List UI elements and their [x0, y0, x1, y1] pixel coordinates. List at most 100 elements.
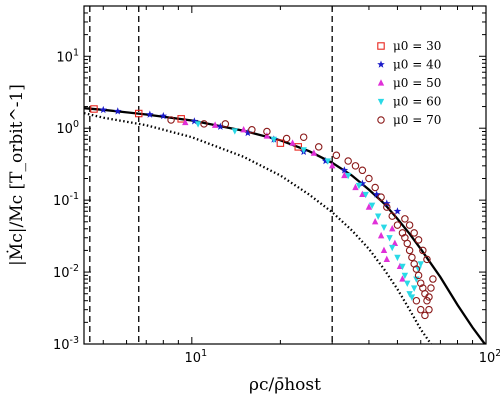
- data-point: [377, 193, 385, 201]
- data-point: [414, 271, 423, 280]
- data-point: [358, 179, 367, 187]
- data-point: [248, 126, 256, 134]
- data-point: [427, 284, 435, 292]
- data-point: [425, 305, 433, 314]
- data-point: [419, 246, 427, 255]
- series-4: [167, 116, 437, 320]
- data-point: [289, 139, 296, 146]
- data-point: [405, 221, 414, 229]
- data-point: [352, 183, 359, 191]
- data-point: [365, 174, 373, 183]
- data-point: [406, 291, 413, 298]
- legend: μ0 = 30 μ0 = 40 μ0 = 50 μ0 = 60 μ0 = 70: [377, 39, 441, 127]
- data-point: [403, 239, 412, 248]
- data-point: [368, 202, 376, 210]
- data-point: [310, 149, 318, 156]
- model-curve-dotted: [84, 111, 432, 344]
- data-point: [394, 254, 401, 262]
- legend-marker: [377, 42, 385, 50]
- data-point: [270, 136, 278, 144]
- data-point: [240, 126, 247, 133]
- data-point: [231, 128, 239, 135]
- data-point: [393, 207, 402, 215]
- data-point: [386, 235, 393, 242]
- data-point: [401, 215, 409, 223]
- data-point: [221, 120, 230, 128]
- legend-marker: [377, 98, 385, 106]
- data-point: [216, 122, 225, 130]
- series-2: [182, 118, 406, 282]
- data-point: [372, 190, 381, 198]
- data-point: [113, 107, 122, 115]
- vertical-lines: [89, 6, 333, 344]
- data-point: [371, 183, 379, 192]
- legend-label: μ0 = 60: [393, 95, 441, 109]
- data-point: [314, 143, 323, 151]
- data-point: [182, 118, 189, 126]
- data-point: [388, 212, 396, 220]
- data-point: [414, 236, 423, 244]
- data-point: [383, 203, 391, 211]
- data-point: [417, 261, 424, 268]
- legend-marker: [377, 60, 385, 68]
- data-point: [415, 266, 422, 273]
- y-tick-label: 10-3: [53, 335, 79, 353]
- data-point: [332, 151, 341, 160]
- y-axis-label: |Ṁc|/Mc [T_orbit^-1]: [6, 84, 27, 266]
- data-point: [276, 139, 285, 147]
- legend-label: μ0 = 40: [393, 58, 441, 72]
- data-point: [416, 279, 425, 287]
- legend-marker: [377, 79, 385, 86]
- data-point: [194, 121, 202, 128]
- data-point: [404, 280, 411, 288]
- data-point: [324, 158, 332, 165]
- data-point: [401, 272, 409, 280]
- data-point: [282, 134, 291, 143]
- x-tick-label: 102: [479, 348, 500, 366]
- data-point: [421, 311, 429, 320]
- data-point: [389, 224, 396, 232]
- data-point: [423, 255, 431, 264]
- data-point: [408, 294, 416, 301]
- data-point: [300, 147, 307, 154]
- data-point: [355, 182, 363, 190]
- data-point: [421, 289, 429, 298]
- data-point: [159, 111, 168, 120]
- data-point: [410, 229, 418, 237]
- y-tick-labels: 10-3 10-2 10-1 100 101: [53, 47, 79, 353]
- data-point: [365, 203, 373, 210]
- data-points: [90, 105, 437, 320]
- data-point: [380, 224, 388, 232]
- data-point: [429, 275, 437, 283]
- data-point: [134, 109, 143, 118]
- legend-marker: [377, 116, 385, 124]
- data-point: [377, 231, 385, 239]
- data-point: [399, 275, 406, 282]
- data-point: [99, 105, 108, 114]
- data-point: [341, 171, 348, 179]
- data-point: [371, 217, 379, 225]
- data-point: [344, 172, 352, 180]
- y-tick-label: 100: [56, 119, 79, 137]
- data-point: [263, 132, 271, 139]
- data-point: [200, 120, 208, 128]
- data-point: [351, 162, 360, 170]
- data-point: [146, 110, 154, 118]
- data-point: [383, 255, 390, 263]
- x-axis-label: ρc/ρ̄host: [249, 375, 321, 395]
- data-point: [408, 253, 416, 262]
- data-point: [244, 128, 252, 137]
- y-tick-label: 101: [56, 47, 79, 65]
- data-point: [340, 166, 349, 174]
- data-point: [412, 296, 421, 305]
- data-point: [299, 133, 308, 141]
- plot-frame: [83, 5, 487, 345]
- data-point: [211, 121, 219, 128]
- data-point: [416, 305, 425, 314]
- series-3: [194, 121, 424, 301]
- data-point: [380, 246, 388, 254]
- data-point: [382, 199, 391, 207]
- data-point: [389, 244, 396, 252]
- legend-label: μ0 = 70: [393, 113, 441, 127]
